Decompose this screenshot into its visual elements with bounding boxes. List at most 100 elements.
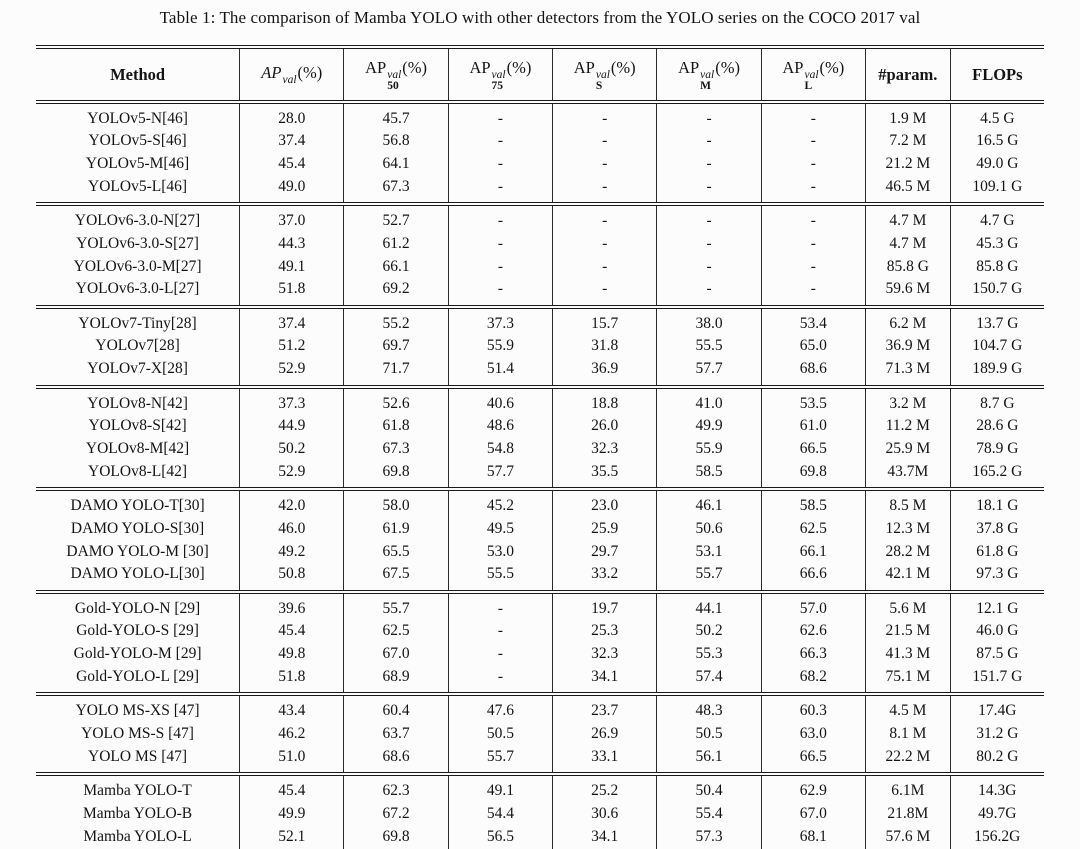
- value-cell: 4.5 M: [865, 694, 951, 723]
- value-cell: 55.7: [656, 562, 762, 592]
- col-header-label: FLOPs: [972, 64, 1023, 84]
- value-cell: 57.7: [656, 357, 762, 387]
- value-cell: 45.7: [343, 101, 449, 130]
- value-cell: -: [447, 642, 553, 666]
- value-cell: 51.0: [239, 745, 344, 775]
- model-group-6: YOLO MS-XS [47] 43.4 60.4 47.6 23.7 48.3 60.3 4…: [36, 694, 1044, 775]
- col-header-label: #param.: [878, 64, 938, 84]
- value-cell: -: [552, 255, 657, 278]
- value-cell: 49.7G: [949, 802, 1044, 826]
- value-cell: 49.9: [656, 414, 762, 438]
- ap-superscript: val: [491, 68, 506, 81]
- col-header-params: #param.: [865, 47, 951, 102]
- model-group-0: YOLOv5-N[46] 28.0 45.7- - - -1.9 M 4.5 G YOLOv5…: [36, 101, 1044, 205]
- model-group-7: Mamba YOLO-T 45.4 62.3 49.1 25.2 50.4 62.9 6.1M…: [36, 774, 1044, 849]
- value-cell: -: [552, 175, 657, 205]
- ap-prefix: AP: [365, 58, 387, 77]
- value-cell: -: [447, 619, 553, 643]
- table-row: YOLOv5-M[46] 45.4 64.1- - - -21.2 M 49.0 G: [36, 152, 1044, 176]
- value-cell: 54.8: [447, 437, 553, 461]
- value-cell: 65.0: [760, 334, 866, 358]
- value-cell: 21.5 M: [865, 619, 951, 643]
- value-cell: 65.5: [343, 540, 449, 563]
- value-cell: 61.9: [343, 517, 449, 541]
- value-cell: 45.4: [239, 774, 344, 803]
- value-cell: 109.1 G: [949, 175, 1044, 205]
- value-cell: -: [656, 255, 762, 278]
- value-cell: 33.1: [552, 745, 657, 775]
- value-cell: 46.1: [656, 489, 762, 518]
- col-header-label: Method: [110, 64, 166, 84]
- value-cell: 59.6 M: [865, 277, 951, 307]
- table-row: YOLO MS-XS [47] 43.4 60.4 47.6 23.7 48.3 60.3 4…: [36, 694, 1044, 723]
- value-cell: 52.6: [343, 386, 449, 415]
- value-cell: -: [760, 232, 866, 256]
- method-cell: Mamba YOLO-B: [82, 804, 193, 822]
- value-cell: -: [760, 101, 866, 130]
- value-cell: 41.3 M: [865, 642, 951, 666]
- value-cell: 50.5: [447, 722, 553, 746]
- ap-subscript: L: [804, 79, 813, 92]
- value-cell: -: [656, 204, 762, 233]
- table-row: YOLOv7[28] 51.2 69.7 55.9 31.8 55.5 65.0 36.9 M…: [36, 334, 1044, 358]
- value-cell: 68.9: [343, 665, 449, 695]
- value-cell: 49.0: [239, 175, 344, 205]
- value-cell: 66.3: [760, 642, 866, 666]
- value-cell: 49.1: [239, 255, 344, 278]
- value-cell: 12.1 G: [949, 591, 1044, 620]
- value-cell: 61.2: [343, 232, 449, 256]
- ap-supsub: val: [282, 75, 296, 86]
- value-cell: 85.8 G: [865, 255, 951, 278]
- value-cell: 62.6: [760, 619, 866, 643]
- value-cell: 15.7: [552, 306, 657, 335]
- value-cell: -: [552, 277, 657, 307]
- value-cell: 13.7 G: [949, 306, 1044, 335]
- value-cell: 4.7 M: [865, 204, 951, 233]
- ap-superscript: val: [595, 68, 610, 81]
- table-row: Mamba YOLO-B 49.9 67.2 54.4 30.6 55.4 67.0 21.8…: [36, 802, 1044, 826]
- value-cell: 50.2: [239, 437, 344, 461]
- table-row: YOLO MS [47] 51.0 68.6 55.7 33.1 56.1 66.5 22.2…: [36, 745, 1044, 775]
- col-header-ap-m-val: AP val M (%): [656, 47, 762, 102]
- method-cell: YOLOv7-X[28]: [87, 360, 188, 378]
- value-cell: 55.5: [656, 334, 762, 358]
- value-cell: 53.4: [760, 306, 866, 335]
- method-cell: YOLOv8-L[42]: [88, 462, 188, 480]
- method-cell: YOLOv6-3.0-L[27]: [75, 280, 200, 298]
- value-cell: 8.7 G: [949, 386, 1044, 415]
- value-cell: 156.2G: [949, 825, 1044, 849]
- table-row: YOLOv7-Tiny[28] 37.4 55.2 37.3 15.7 38.0 53.4 6…: [36, 306, 1044, 335]
- ap-prefix: AP: [573, 58, 595, 77]
- ap-prefix: AP: [469, 58, 491, 77]
- value-cell: 66.1: [760, 540, 866, 563]
- value-cell: 25.9 M: [865, 437, 951, 461]
- value-cell: 17.4G: [949, 694, 1044, 723]
- method-cell: Gold-YOLO-M [29]: [73, 645, 202, 663]
- value-cell: 37.8 G: [949, 517, 1044, 541]
- value-cell: 62.5: [760, 517, 866, 541]
- model-group-4: DAMO YOLO-T[30] 42.0 58.0 45.2 23.0 46.1 58.5 8…: [36, 489, 1044, 592]
- value-cell: 66.1: [343, 255, 449, 278]
- value-cell: 51.4: [447, 357, 553, 387]
- value-cell: 37.0: [239, 204, 344, 233]
- value-cell: 55.4: [656, 802, 762, 826]
- method-cell: YOLOv5-L[46]: [88, 177, 188, 195]
- value-cell: 55.9: [447, 334, 553, 358]
- value-cell: 7.2 M: [865, 129, 951, 153]
- value-cell: 26.0: [552, 414, 657, 438]
- value-cell: 63.7: [343, 722, 449, 746]
- method-cell: Gold-YOLO-L [29]: [76, 667, 200, 685]
- value-cell: 43.7M: [865, 460, 951, 490]
- value-cell: 55.5: [447, 562, 553, 592]
- table-row: DAMO YOLO-M [30] 49.2 65.5 53.0 29.7 53.1 66.1…: [36, 540, 1044, 563]
- value-cell: 3.2 M: [865, 386, 951, 415]
- value-cell: 1.9 M: [865, 101, 951, 130]
- model-group-2: YOLOv7-Tiny[28] 37.4 55.2 37.3 15.7 38.0 53.4 6…: [36, 306, 1044, 387]
- value-cell: 69.8: [760, 460, 866, 490]
- method-cell: DAMO YOLO-L[30]: [70, 565, 205, 583]
- col-header-ap-val: AP val (%): [239, 47, 344, 102]
- method-cell: DAMO YOLO-M [30]: [66, 542, 209, 560]
- ap-percent-suffix: (%): [297, 63, 323, 83]
- value-cell: 28.0: [239, 101, 344, 130]
- value-cell: 44.9: [239, 414, 344, 438]
